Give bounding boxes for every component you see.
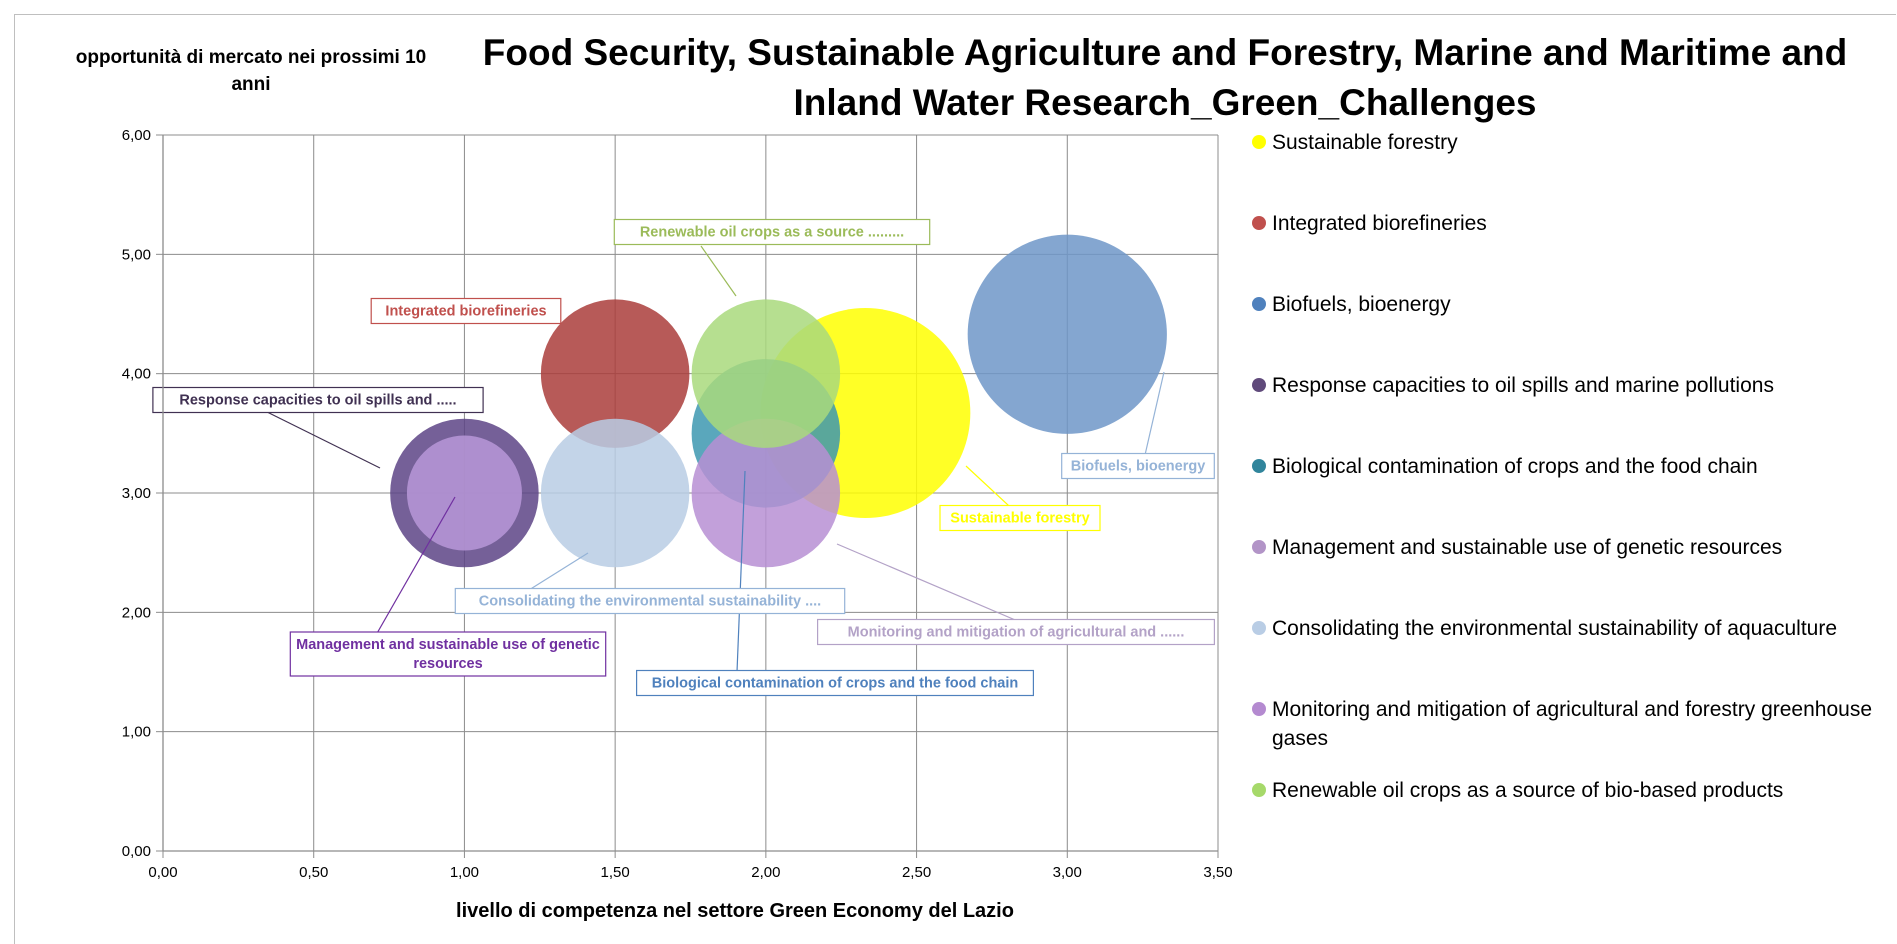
data-label-box [152, 386, 484, 414]
data-label: Sustainable forestry [950, 511, 1089, 527]
data-label-leader [256, 406, 381, 469]
bubble-8 [691, 418, 841, 568]
data-label-box [939, 504, 1101, 532]
data-label: Renewable oil crops as a source ........… [640, 225, 904, 241]
x-tick-label: 2,00 [751, 864, 780, 881]
bubble-6 [406, 435, 522, 551]
legend-marker [1252, 702, 1266, 716]
legend-marker [1252, 297, 1266, 311]
data-label-leader [736, 470, 746, 673]
legend-marker [1252, 216, 1266, 230]
x-tick-label: 3,50 [1203, 864, 1232, 881]
legend-marker [1252, 459, 1266, 473]
legend-item: Consolidating the environmental sustaina… [1252, 614, 1892, 643]
legend-item: Response capacities to oil spills and ma… [1252, 371, 1892, 400]
chart-frame [14, 14, 1896, 944]
x-tick-label: 2,50 [902, 864, 931, 881]
legend-label: Sustainable forestry [1272, 131, 1458, 154]
y-tick-label: 0,00 [122, 843, 151, 860]
data-label: Integrated biorefineries [385, 304, 546, 320]
y-tick-label: 3,00 [122, 485, 151, 502]
x-tick-label: 0,00 [148, 864, 177, 881]
bubble-7 [540, 418, 690, 568]
data-label: Biological contamination of crops and th… [652, 676, 1019, 692]
data-label: Management and sustainable use of geneti… [296, 637, 600, 653]
x-axis-label: livello di competenza nel settore Green … [456, 900, 1014, 922]
data-label-box [635, 669, 1034, 697]
legend-label: Monitoring and mitigation of agricultura… [1272, 698, 1873, 750]
y-tick-label: 6,00 [122, 127, 151, 144]
legend-marker [1252, 378, 1266, 392]
bubble-2 [540, 299, 690, 448]
data-label-leader [528, 552, 589, 591]
data-label: Response capacities to oil spills and ..… [179, 393, 456, 409]
data-label-box [370, 297, 562, 325]
x-tick-label: 1,00 [450, 864, 479, 881]
data-label: Monitoring and mitigation of agricultura… [848, 625, 1185, 641]
legend-label: Consolidating the environmental sustaina… [1272, 617, 1838, 640]
data-label-box [1061, 452, 1215, 480]
legend-marker [1252, 135, 1266, 149]
legend-item: Sustainable forestry [1252, 128, 1892, 157]
data-label: resources [413, 656, 482, 672]
chart-title: Food Security, Sustainable Agriculture a… [482, 32, 1848, 123]
legend-marker [1252, 621, 1266, 635]
data-label: Consolidating the environmental sustaina… [479, 594, 821, 610]
legend-label: Response capacities to oil spills and ma… [1272, 374, 1774, 397]
x-tick-label: 3,00 [1053, 864, 1082, 881]
legend-label: Integrated biorefineries [1272, 212, 1487, 235]
legend-marker [1252, 783, 1266, 797]
legend-marker [1252, 540, 1266, 554]
x-tick-label: 0,50 [299, 864, 328, 881]
data-label-leader [700, 245, 737, 297]
data-label-box [613, 218, 931, 246]
data-label-leader [367, 496, 456, 650]
legend-item: Renewable oil crops as a source of bio-b… [1252, 776, 1892, 805]
legend-label: Management and sustainable use of geneti… [1272, 536, 1783, 559]
legend-label: Biological contamination of crops and th… [1272, 455, 1758, 478]
data-label-box [289, 631, 607, 677]
y-tick-label: 1,00 [122, 724, 151, 741]
x-tick-label: 1,50 [601, 864, 630, 881]
y-tick-label: 4,00 [122, 366, 151, 383]
legend-item: Management and sustainable use of geneti… [1252, 533, 1892, 562]
legend-item: Biofuels, bioenergy [1252, 290, 1892, 319]
y-axis-label: opportunità di mercato nei prossimi 10 a… [75, 47, 427, 95]
legend-label: Renewable oil crops as a source of bio-b… [1272, 779, 1784, 802]
data-label-box [454, 587, 846, 615]
data-label-leader [836, 543, 1021, 623]
y-tick-label: 2,00 [122, 604, 151, 621]
y-tick-label: 5,00 [122, 246, 151, 263]
legend-item: Integrated biorefineries [1252, 209, 1892, 238]
data-label: Biofuels, bioenergy [1071, 459, 1206, 475]
legend-item: Biological contamination of crops and th… [1252, 452, 1892, 481]
data-label-box [816, 618, 1215, 646]
legend-item: Monitoring and mitigation of agricultura… [1252, 695, 1892, 753]
bubble-9 [691, 299, 841, 448]
bubble-3 [967, 234, 1167, 434]
data-label-leader [1144, 371, 1165, 456]
legend-label: Biofuels, bioenergy [1272, 293, 1451, 316]
